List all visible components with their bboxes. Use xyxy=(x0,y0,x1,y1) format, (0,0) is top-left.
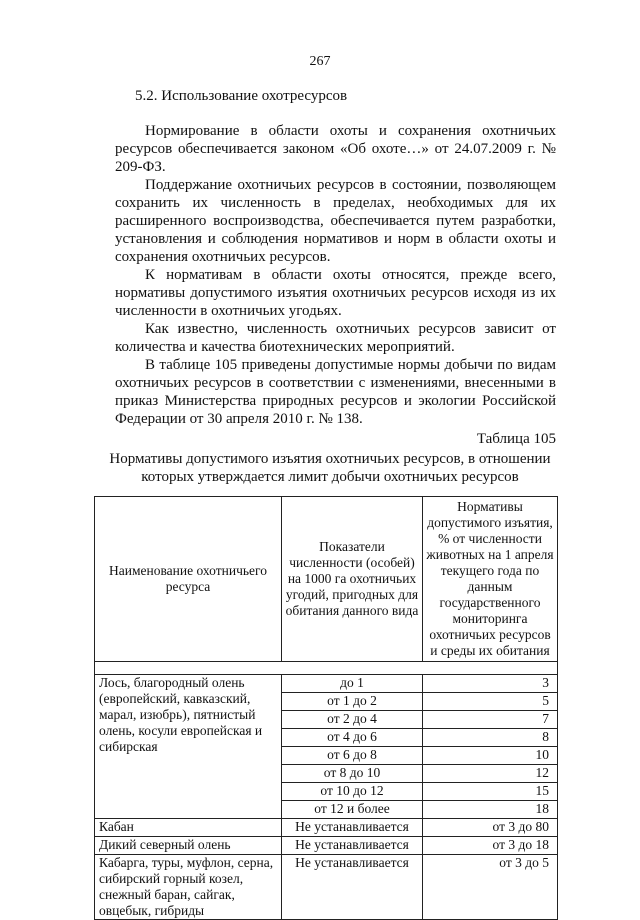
table-row: Кабарга, туры, муфлон, серна, сибирский … xyxy=(94,854,558,920)
norms-table: Наименование охотничьего ресурса Показат… xyxy=(94,496,558,920)
table-number: Таблица 105 xyxy=(476,431,556,447)
table-row: от 12 и более 18 xyxy=(95,800,558,819)
norm-cell: 7 xyxy=(422,710,558,729)
paragraph: В таблице 105 приведены допустимые нормы… xyxy=(115,357,556,427)
paragraph: К нормативам в области охоты относятся, … xyxy=(115,267,556,319)
density-cell: до 1 xyxy=(281,674,423,693)
norm-cell: от 3 до 18 xyxy=(422,836,558,855)
table-header-row: Наименование охотничьего ресурса Показат… xyxy=(94,496,558,662)
table-row: Дикий северный олень Не устанавливается от… xyxy=(94,836,558,855)
density-cell: Не устанавливается xyxy=(281,854,423,920)
norm-cell: 18 xyxy=(422,800,558,819)
header-cell: Наименование охотничьего ресурса xyxy=(94,496,282,662)
header-cell: Нормативы допустимого изъятия, % от числ… xyxy=(422,496,558,662)
norm-cell: 5 xyxy=(422,692,558,711)
density-cell: от 10 до 12 xyxy=(281,782,423,801)
density-cell: от 8 до 10 xyxy=(281,764,423,783)
norm-cell: 12 xyxy=(422,764,558,783)
empty-row xyxy=(94,661,558,675)
density-cell: от 1 до 2 xyxy=(281,692,423,711)
density-cell: от 4 до 6 xyxy=(281,728,423,747)
table-row: от 10 до 12 15 xyxy=(95,782,558,801)
header-cell: Показатели численности (особей) на 1000 … xyxy=(281,496,423,662)
norm-cell: 3 xyxy=(422,674,558,693)
table-row: от 6 до 8 10 xyxy=(95,746,558,765)
paragraph: Как известно, численность охотничьих рес… xyxy=(115,321,556,355)
norm-cell: от 3 до 5 xyxy=(422,854,558,920)
species-cell: Дикий северный олень xyxy=(94,836,282,855)
density-cell: от 6 до 8 xyxy=(281,746,423,765)
norm-cell: 10 xyxy=(422,746,558,765)
density-cell: Не устанавливается xyxy=(281,836,423,855)
density-cell: от 2 до 4 xyxy=(281,710,423,729)
paragraph: Нормирование в области охоты и сохранени… xyxy=(115,123,556,175)
body-text: Нормирование в области охоты и сохранени… xyxy=(115,122,556,428)
norm-cell: 15 xyxy=(422,782,558,801)
page-number: 267 xyxy=(309,54,331,69)
section-heading: 5.2. Использование охотресурсов xyxy=(135,88,348,104)
species-cell: Кабарга, туры, муфлон, серна, сибирский … xyxy=(94,854,282,920)
density-cell: Не устанавливается xyxy=(281,818,423,837)
table-row: Лось, благородный олень (европейский, ка… xyxy=(94,674,558,819)
table-row: Кабан Не устанавливается от 3 до 80 xyxy=(94,818,558,837)
species-cell: Кабан xyxy=(94,818,282,837)
paragraph: Поддержание охотничьих ресурсов в состоя… xyxy=(115,177,556,265)
table-title: Нормативы допустимого изъятия охотничьих… xyxy=(109,451,551,485)
norm-cell: от 3 до 80 xyxy=(422,818,558,837)
norm-cell: 8 xyxy=(422,728,558,747)
species-cell: Лось, благородный олень (европейский, ка… xyxy=(94,674,282,819)
density-cell: от 12 и более xyxy=(281,800,423,819)
